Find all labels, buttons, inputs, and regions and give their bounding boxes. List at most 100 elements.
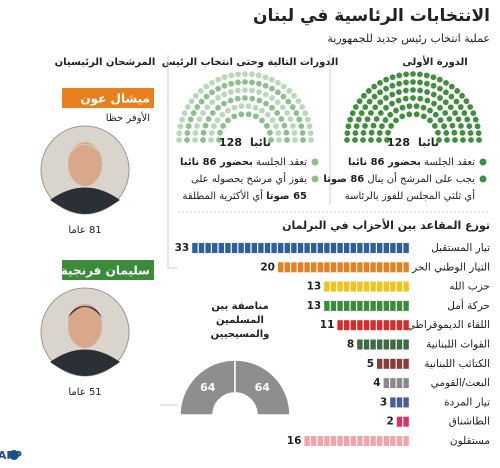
party-name: الكتائب اللبنانية	[424, 358, 490, 370]
seat-dot	[362, 104, 369, 110]
seat-dot	[427, 107, 433, 114]
candidate-note: الأوفر حظا	[106, 111, 150, 124]
seat-square	[383, 339, 389, 350]
seat-dot	[431, 100, 437, 107]
seat-dot	[436, 137, 442, 143]
seat-dot	[468, 137, 474, 143]
seat-dot	[268, 137, 274, 143]
seat-dot	[454, 88, 461, 94]
seat-square	[370, 300, 376, 311]
seat-dot	[238, 103, 245, 110]
seat-dot	[377, 89, 383, 96]
seat-unit: نائبا	[250, 136, 271, 149]
bullet-segment: أي ثلثي المجلس للفوز بالرئاسة	[345, 189, 475, 202]
seat-square	[396, 436, 403, 446]
seat-square	[337, 436, 343, 446]
seat-square	[337, 243, 343, 253]
seat-square	[344, 436, 350, 446]
seat-dot	[215, 104, 221, 111]
seat-square	[390, 436, 396, 446]
seat-dot	[269, 95, 275, 101]
split-half	[179, 359, 236, 416]
seat-dot	[209, 99, 216, 106]
seat-square	[370, 262, 376, 273]
seat-square	[383, 378, 389, 389]
seat-dot	[387, 111, 394, 118]
seat-square	[403, 300, 409, 311]
seat-dot	[352, 130, 359, 136]
seat-dot	[217, 129, 223, 136]
seat-dot	[200, 129, 207, 136]
seat-square	[304, 262, 310, 273]
seat-square	[403, 262, 409, 273]
seat-dot	[437, 85, 443, 92]
seat-dot	[410, 87, 416, 93]
seat-square	[363, 320, 370, 331]
seat-square	[344, 281, 350, 292]
candidate-age: 81 عاما	[68, 225, 101, 236]
seat-dot	[287, 116, 294, 123]
seat-dot	[448, 93, 455, 100]
seat-dot	[443, 89, 449, 96]
seat-dot	[234, 95, 241, 102]
seat-dot	[215, 85, 221, 92]
seat-square	[390, 243, 396, 253]
party-name: البعث/القومي	[431, 377, 490, 389]
seat-dot	[238, 111, 245, 118]
party-name: حركة أمل	[447, 298, 490, 312]
split-value: 64	[200, 381, 216, 394]
seat-dot	[221, 91, 228, 98]
seat-dot	[352, 104, 359, 110]
seat-dot	[252, 113, 259, 120]
seat-dot	[459, 92, 465, 99]
party-seats: 33	[175, 242, 190, 254]
seat-square	[383, 262, 389, 273]
candidate-name: ميشال عون	[80, 92, 150, 107]
seat-dot	[289, 104, 296, 110]
party-name: القوات اللبنانية	[426, 339, 490, 351]
seat-dot	[208, 137, 214, 143]
seat-dot	[377, 110, 384, 116]
seat-dot	[372, 104, 379, 111]
seat-dot	[262, 91, 269, 98]
seat-dot	[361, 92, 367, 99]
seat-dot	[344, 137, 350, 143]
seat-dot	[355, 116, 362, 123]
seat-dot	[205, 116, 212, 122]
seat-square	[403, 436, 409, 446]
seat-dot	[269, 104, 275, 111]
bullet-text: 65 صوتا أي الأكثرية المطلقة	[183, 189, 308, 202]
seat-dot	[430, 74, 437, 81]
seat-dot	[377, 99, 384, 106]
party-seats: 13	[307, 281, 322, 293]
seat-dot	[225, 107, 231, 114]
seat-dot	[423, 80, 430, 87]
seat-square	[390, 300, 396, 311]
seat-square	[390, 320, 396, 331]
seat-square	[357, 339, 363, 350]
seat-dot	[382, 117, 389, 123]
bullet-segment: بحضور 86 نائبا	[180, 157, 253, 168]
seat-square	[317, 243, 323, 253]
seat-dot	[263, 100, 269, 107]
seat-square	[324, 281, 330, 292]
seat-dot	[299, 104, 306, 110]
seat-dot	[413, 111, 420, 118]
seat-square	[363, 436, 370, 446]
seat-dot	[368, 137, 374, 143]
seat-dot	[417, 95, 424, 102]
seat-square	[390, 378, 396, 389]
seat-dot	[345, 123, 352, 130]
seat-dot	[275, 130, 282, 136]
section-title: توزع المقاعد بين الأحزاب في البرلمان	[282, 218, 490, 232]
seat-dot	[417, 87, 424, 94]
seat-dot	[347, 116, 354, 123]
seat-square	[403, 358, 409, 369]
party-name: اللقاء الديموقراطي	[407, 319, 490, 331]
seat-square	[297, 243, 304, 253]
seat-dot	[231, 113, 238, 120]
seat-dot	[437, 95, 443, 101]
seat-dot	[443, 79, 449, 86]
seat-dot	[467, 104, 474, 110]
seat-unit: نائبا	[418, 136, 439, 149]
